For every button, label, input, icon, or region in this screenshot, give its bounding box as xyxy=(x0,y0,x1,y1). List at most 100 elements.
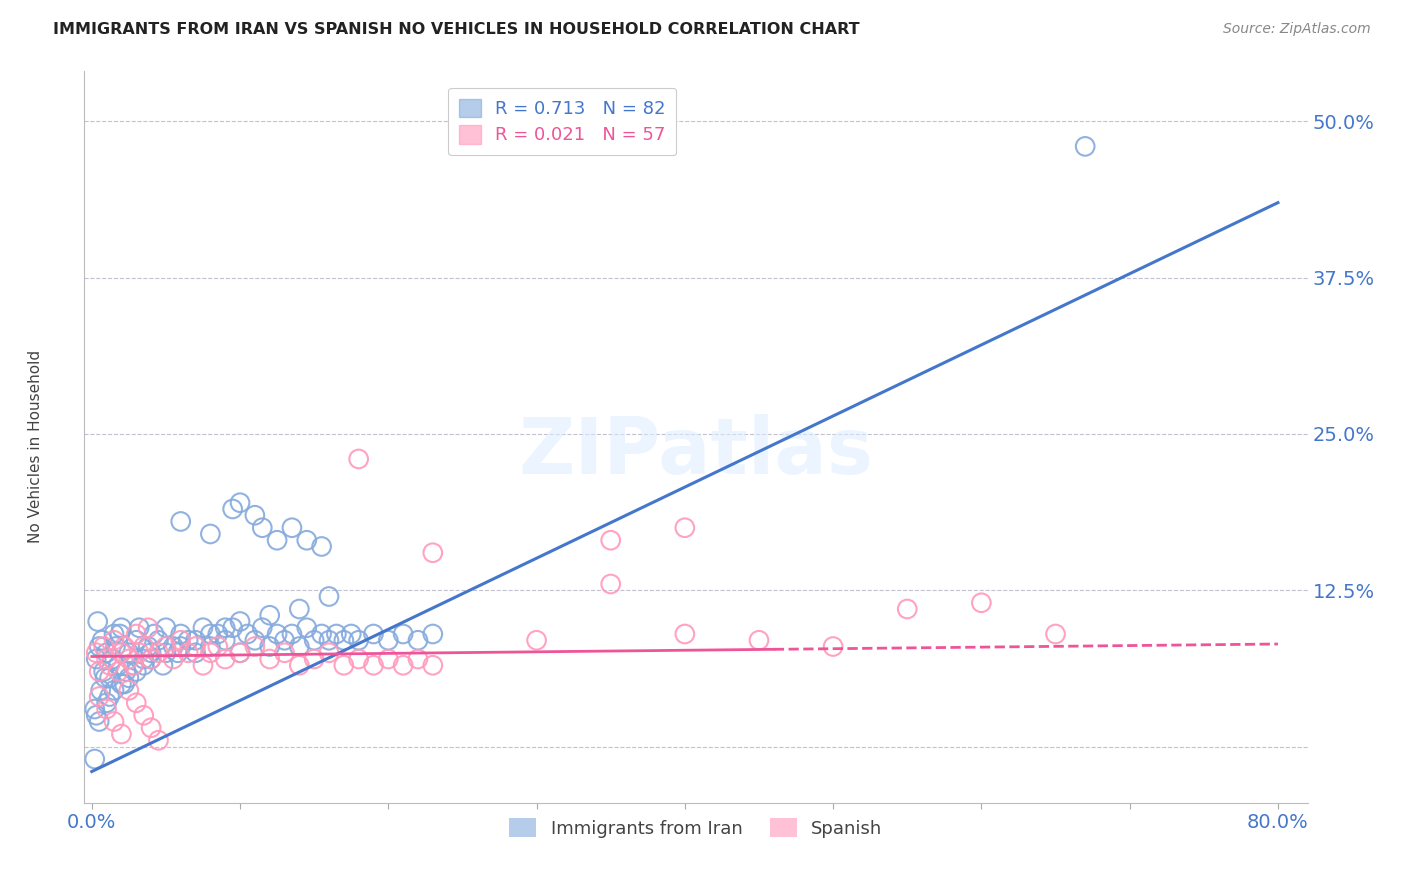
Point xyxy=(170,633,193,648)
Point xyxy=(132,658,155,673)
Point xyxy=(363,658,385,673)
Point xyxy=(118,652,141,666)
Point xyxy=(266,533,288,548)
Point xyxy=(221,502,243,516)
Point xyxy=(107,658,129,673)
Point xyxy=(110,621,132,635)
Point xyxy=(422,546,444,560)
Point xyxy=(184,640,207,654)
Point xyxy=(229,646,252,660)
Point xyxy=(128,621,150,635)
Point xyxy=(125,627,148,641)
Point xyxy=(96,696,118,710)
Point xyxy=(406,652,429,666)
Point xyxy=(139,646,162,660)
Point xyxy=(229,615,252,629)
Point xyxy=(136,621,159,635)
Point xyxy=(347,652,370,666)
Point xyxy=(259,640,281,654)
Point xyxy=(243,508,266,523)
Point xyxy=(214,621,236,635)
Point xyxy=(89,714,111,729)
Point xyxy=(98,658,121,673)
Point xyxy=(259,608,281,623)
Point xyxy=(89,665,111,679)
Point xyxy=(148,633,170,648)
Point xyxy=(266,627,288,641)
Point xyxy=(970,596,993,610)
Point xyxy=(170,627,193,641)
Point xyxy=(526,633,548,648)
Point xyxy=(112,640,135,654)
Point xyxy=(101,652,124,666)
Point xyxy=(112,677,135,691)
Point xyxy=(148,646,170,660)
Point xyxy=(311,627,333,641)
Point xyxy=(1045,627,1067,641)
Point xyxy=(103,633,125,648)
Point xyxy=(288,658,311,673)
Point xyxy=(295,621,318,635)
Point xyxy=(139,652,162,666)
Point xyxy=(252,521,274,535)
Point xyxy=(236,627,259,641)
Text: Source: ZipAtlas.com: Source: ZipAtlas.com xyxy=(1223,22,1371,37)
Point xyxy=(118,646,141,660)
Point xyxy=(84,652,107,666)
Point xyxy=(302,652,325,666)
Point xyxy=(377,652,399,666)
Point xyxy=(325,627,347,641)
Point xyxy=(136,640,159,654)
Point xyxy=(748,633,770,648)
Point xyxy=(406,633,429,648)
Point xyxy=(98,690,121,704)
Point xyxy=(363,627,385,641)
Point xyxy=(152,658,174,673)
Point xyxy=(347,452,370,467)
Point xyxy=(84,708,107,723)
Point xyxy=(122,658,145,673)
Point xyxy=(83,702,105,716)
Point xyxy=(207,640,229,654)
Point xyxy=(110,646,132,660)
Point xyxy=(243,640,266,654)
Point xyxy=(110,727,132,741)
Point xyxy=(103,627,125,641)
Point xyxy=(143,627,166,641)
Point xyxy=(155,640,177,654)
Point xyxy=(104,640,127,654)
Point xyxy=(103,683,125,698)
Point xyxy=(214,652,236,666)
Point xyxy=(318,590,340,604)
Point xyxy=(1074,139,1097,153)
Point xyxy=(229,646,252,660)
Point xyxy=(86,615,108,629)
Point xyxy=(200,640,222,654)
Point xyxy=(118,683,141,698)
Point xyxy=(243,633,266,648)
Point xyxy=(139,652,162,666)
Point xyxy=(125,633,148,648)
Point xyxy=(91,633,114,648)
Point xyxy=(191,621,214,635)
Point xyxy=(214,633,236,648)
Point xyxy=(155,621,177,635)
Point xyxy=(823,640,845,654)
Point xyxy=(125,696,148,710)
Point xyxy=(200,527,222,541)
Point xyxy=(132,652,155,666)
Point xyxy=(302,633,325,648)
Point xyxy=(288,602,311,616)
Point xyxy=(191,658,214,673)
Point xyxy=(599,577,621,591)
Point xyxy=(122,658,145,673)
Point xyxy=(184,633,207,648)
Point xyxy=(599,533,621,548)
Text: ZIPatlas: ZIPatlas xyxy=(519,414,873,490)
Point xyxy=(422,658,444,673)
Point xyxy=(132,640,155,654)
Text: No Vehicles in Household: No Vehicles in Household xyxy=(28,350,42,542)
Point xyxy=(90,683,112,698)
Text: IMMIGRANTS FROM IRAN VS SPANISH NO VEHICLES IN HOUSEHOLD CORRELATION CHART: IMMIGRANTS FROM IRAN VS SPANISH NO VEHIC… xyxy=(53,22,860,37)
Point xyxy=(83,752,105,766)
